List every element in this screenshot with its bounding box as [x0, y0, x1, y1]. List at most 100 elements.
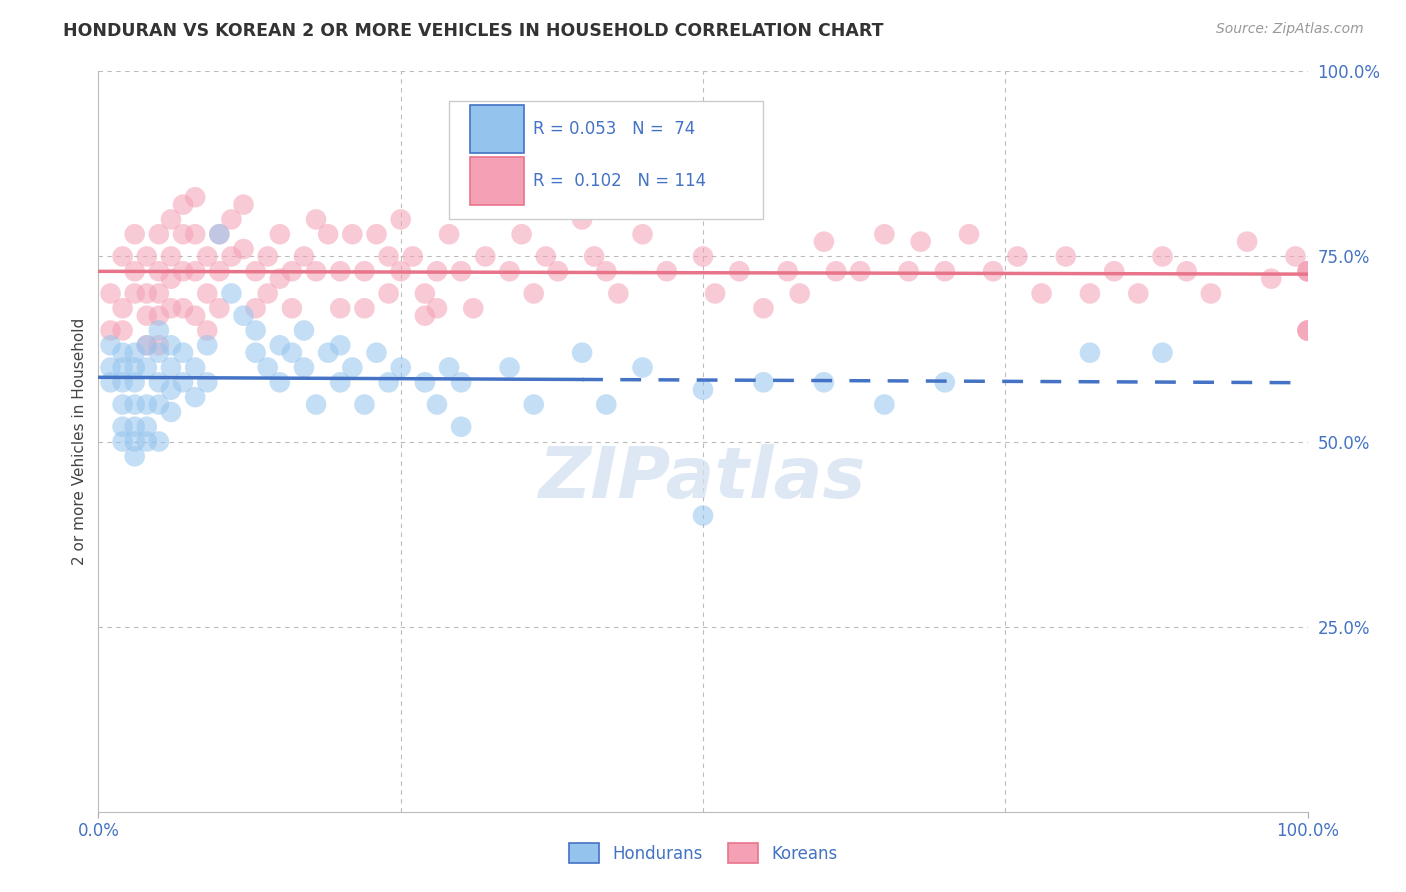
- Point: [195, 324, 218, 338]
- Point: [776, 264, 799, 278]
- Point: [571, 345, 593, 359]
- Text: R = 0.053   N =  74: R = 0.053 N = 74: [533, 120, 695, 137]
- Point: [474, 250, 496, 264]
- Point: [135, 338, 157, 352]
- Point: [172, 376, 194, 390]
- Point: [221, 286, 243, 301]
- Point: [1296, 324, 1319, 338]
- Point: [377, 376, 399, 390]
- Point: [148, 227, 170, 242]
- Point: [124, 264, 146, 278]
- Point: [111, 360, 134, 375]
- Point: [413, 376, 436, 390]
- Point: [232, 242, 254, 256]
- Point: [111, 434, 134, 449]
- Point: [256, 250, 278, 264]
- Point: [160, 383, 183, 397]
- Point: [245, 345, 267, 359]
- Point: [1296, 264, 1319, 278]
- Point: [256, 360, 278, 375]
- Point: [160, 212, 183, 227]
- Point: [1152, 345, 1174, 359]
- Point: [124, 376, 146, 390]
- Point: [1128, 286, 1150, 301]
- Point: [184, 360, 207, 375]
- Point: [135, 398, 157, 412]
- Point: [111, 345, 134, 359]
- Point: [160, 301, 183, 316]
- Point: [100, 286, 122, 301]
- FancyBboxPatch shape: [470, 104, 524, 153]
- Point: [281, 345, 304, 359]
- Point: [897, 264, 920, 278]
- Point: [825, 264, 848, 278]
- Point: [111, 324, 134, 338]
- Point: [934, 264, 956, 278]
- Point: [329, 376, 352, 390]
- Point: [172, 345, 194, 359]
- Point: [583, 250, 606, 264]
- Point: [245, 324, 267, 338]
- Point: [269, 376, 291, 390]
- Point: [1284, 250, 1306, 264]
- Point: [437, 360, 460, 375]
- Point: [413, 286, 436, 301]
- Point: [342, 360, 364, 375]
- Point: [305, 398, 328, 412]
- Point: [510, 227, 533, 242]
- Point: [1296, 264, 1319, 278]
- Point: [957, 227, 980, 242]
- Point: [426, 264, 449, 278]
- Point: [389, 264, 412, 278]
- Point: [571, 212, 593, 227]
- Point: [184, 309, 207, 323]
- Point: [498, 360, 520, 375]
- Point: [208, 264, 231, 278]
- Point: [704, 286, 727, 301]
- Point: [100, 324, 122, 338]
- Point: [111, 398, 134, 412]
- Point: [221, 250, 243, 264]
- Point: [692, 250, 714, 264]
- Text: Source: ZipAtlas.com: Source: ZipAtlas.com: [1216, 22, 1364, 37]
- Point: [208, 301, 231, 316]
- Point: [1296, 264, 1319, 278]
- Point: [100, 360, 122, 375]
- Point: [389, 212, 412, 227]
- Point: [607, 286, 630, 301]
- Point: [100, 376, 122, 390]
- Point: [292, 360, 315, 375]
- Point: [353, 264, 375, 278]
- Point: [292, 324, 315, 338]
- Point: [329, 338, 352, 352]
- Point: [172, 227, 194, 242]
- Point: [1260, 271, 1282, 285]
- Point: [160, 250, 183, 264]
- Point: [160, 271, 183, 285]
- Point: [124, 227, 146, 242]
- Point: [873, 227, 896, 242]
- Point: [245, 301, 267, 316]
- Point: [124, 286, 146, 301]
- Point: [135, 419, 157, 434]
- Point: [450, 264, 472, 278]
- FancyBboxPatch shape: [470, 156, 524, 204]
- Point: [184, 190, 207, 204]
- FancyBboxPatch shape: [449, 101, 763, 219]
- Point: [1102, 264, 1125, 278]
- Point: [292, 250, 315, 264]
- Point: [1296, 324, 1319, 338]
- Point: [934, 376, 956, 390]
- Text: R =  0.102   N = 114: R = 0.102 N = 114: [533, 171, 706, 190]
- Point: [353, 301, 375, 316]
- Point: [124, 450, 146, 464]
- Point: [631, 227, 654, 242]
- Point: [523, 398, 546, 412]
- Point: [148, 264, 170, 278]
- Point: [208, 227, 231, 242]
- Point: [534, 250, 557, 264]
- Point: [148, 338, 170, 352]
- Point: [377, 286, 399, 301]
- Point: [160, 338, 183, 352]
- Point: [849, 264, 872, 278]
